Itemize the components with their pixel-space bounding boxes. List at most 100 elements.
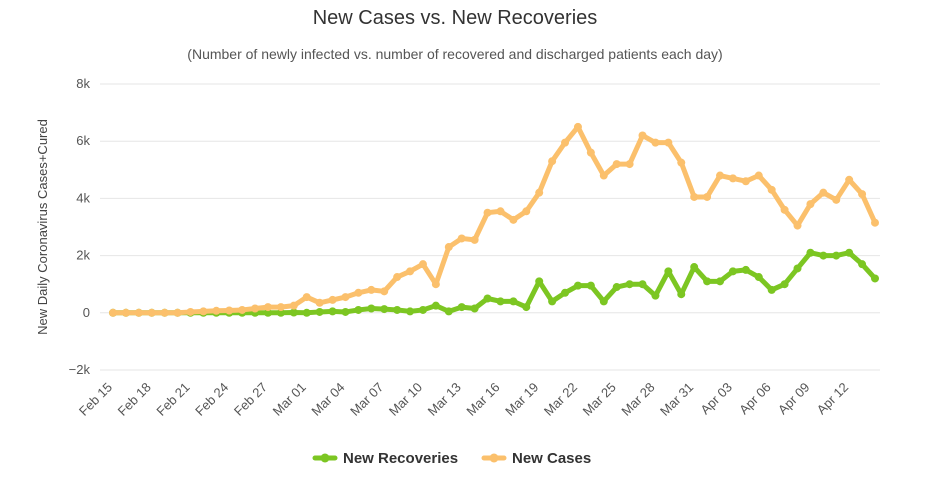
data-point-new-recoveries[interactable] [354,305,363,314]
data-point-new-recoveries[interactable] [716,277,725,286]
data-point-new-recoveries[interactable] [806,248,815,257]
data-point-new-recoveries[interactable] [690,263,699,272]
data-point-new-recoveries[interactable] [677,290,686,299]
data-point-new-cases[interactable] [186,307,195,316]
data-point-new-recoveries[interactable] [845,248,854,257]
data-point-new-cases[interactable] [418,260,427,269]
data-point-new-recoveries[interactable] [599,297,608,306]
data-point-new-recoveries[interactable] [832,251,841,260]
data-point-new-cases[interactable] [754,171,763,180]
data-point-new-cases[interactable] [767,185,776,194]
data-point-new-cases[interactable] [819,188,828,197]
data-point-new-cases[interactable] [741,177,750,186]
data-point-new-cases[interactable] [263,303,272,312]
data-point-new-recoveries[interactable] [561,288,570,297]
data-point-new-cases[interactable] [431,280,440,289]
data-point-new-cases[interactable] [444,243,453,252]
data-point-new-recoveries[interactable] [548,297,557,306]
data-point-new-cases[interactable] [289,301,298,310]
data-point-new-cases[interactable] [845,175,854,184]
data-point-new-cases[interactable] [638,131,647,140]
data-point-new-recoveries[interactable] [651,291,660,300]
data-point-new-recoveries[interactable] [380,305,389,314]
data-point-new-recoveries[interactable] [703,277,712,286]
data-point-new-cases[interactable] [716,171,725,180]
data-point-new-recoveries[interactable] [341,307,350,316]
data-point-new-cases[interactable] [573,122,582,131]
data-point-new-recoveries[interactable] [767,285,776,294]
data-point-new-cases[interactable] [832,195,841,204]
data-point-new-cases[interactable] [599,171,608,180]
data-point-new-cases[interactable] [199,307,208,316]
data-point-new-recoveries[interactable] [457,303,466,312]
data-point-new-cases[interactable] [586,148,595,157]
data-point-new-recoveries[interactable] [444,307,453,316]
data-point-new-cases[interactable] [147,308,156,317]
data-point-new-recoveries[interactable] [431,301,440,310]
data-point-new-cases[interactable] [302,293,311,302]
data-point-new-cases[interactable] [160,308,169,317]
data-point-new-recoveries[interactable] [664,267,673,276]
data-point-new-cases[interactable] [238,305,247,314]
data-point-new-recoveries[interactable] [315,307,324,316]
data-point-new-recoveries[interactable] [418,305,427,314]
data-point-new-cases[interactable] [690,192,699,201]
data-point-new-recoveries[interactable] [483,294,492,303]
data-point-new-cases[interactable] [651,138,660,147]
data-point-new-cases[interactable] [251,304,260,313]
data-point-new-recoveries[interactable] [509,297,518,306]
data-point-new-recoveries[interactable] [470,304,479,313]
data-point-new-recoveries[interactable] [728,267,737,276]
data-point-new-recoveries[interactable] [522,303,531,312]
data-point-new-recoveries[interactable] [819,251,828,260]
data-point-new-cases[interactable] [134,308,143,317]
data-point-new-cases[interactable] [780,205,789,214]
data-point-new-cases[interactable] [806,200,815,209]
data-point-new-cases[interactable] [212,306,221,315]
data-point-new-cases[interactable] [367,285,376,294]
data-point-new-cases[interactable] [225,306,234,315]
data-point-new-cases[interactable] [276,303,285,312]
data-point-new-recoveries[interactable] [302,308,311,317]
data-point-new-cases[interactable] [457,234,466,243]
data-point-new-cases[interactable] [470,235,479,244]
data-point-new-cases[interactable] [328,295,337,304]
data-point-new-recoveries[interactable] [406,307,415,316]
data-point-new-cases[interactable] [677,158,686,167]
data-point-new-cases[interactable] [315,298,324,307]
data-point-new-cases[interactable] [858,190,867,199]
data-point-new-cases[interactable] [496,207,505,216]
data-point-new-recoveries[interactable] [276,308,285,317]
data-point-new-recoveries[interactable] [393,305,402,314]
data-point-new-recoveries[interactable] [328,307,337,316]
data-point-new-recoveries[interactable] [741,265,750,274]
data-point-new-recoveries[interactable] [754,273,763,282]
data-point-new-recoveries[interactable] [780,280,789,289]
data-point-new-recoveries[interactable] [638,280,647,289]
data-point-new-recoveries[interactable] [586,281,595,290]
data-point-new-cases[interactable] [483,208,492,217]
data-point-new-cases[interactable] [522,207,531,216]
data-point-new-recoveries[interactable] [793,264,802,273]
data-point-new-cases[interactable] [109,308,117,317]
data-point-new-recoveries[interactable] [263,308,272,317]
legend-item-new-recoveries[interactable]: New Recoveries [312,450,458,467]
data-point-new-cases[interactable] [625,160,634,169]
data-point-new-cases[interactable] [871,218,879,227]
data-point-new-cases[interactable] [535,188,544,197]
data-point-new-cases[interactable] [173,308,182,317]
data-point-new-cases[interactable] [612,160,621,169]
data-point-new-recoveries[interactable] [612,283,621,292]
data-point-new-recoveries[interactable] [625,280,634,289]
data-point-new-cases[interactable] [703,192,712,201]
legend-item-new-cases[interactable]: New Cases [481,450,591,467]
data-point-new-cases[interactable] [664,138,673,147]
data-point-new-cases[interactable] [728,174,737,183]
data-point-new-recoveries[interactable] [496,297,505,306]
data-point-new-cases[interactable] [561,138,570,147]
data-point-new-recoveries[interactable] [573,281,582,290]
data-point-new-recoveries[interactable] [289,308,298,317]
data-point-new-cases[interactable] [380,287,389,296]
data-point-new-recoveries[interactable] [367,304,376,313]
data-point-new-cases[interactable] [393,273,402,282]
